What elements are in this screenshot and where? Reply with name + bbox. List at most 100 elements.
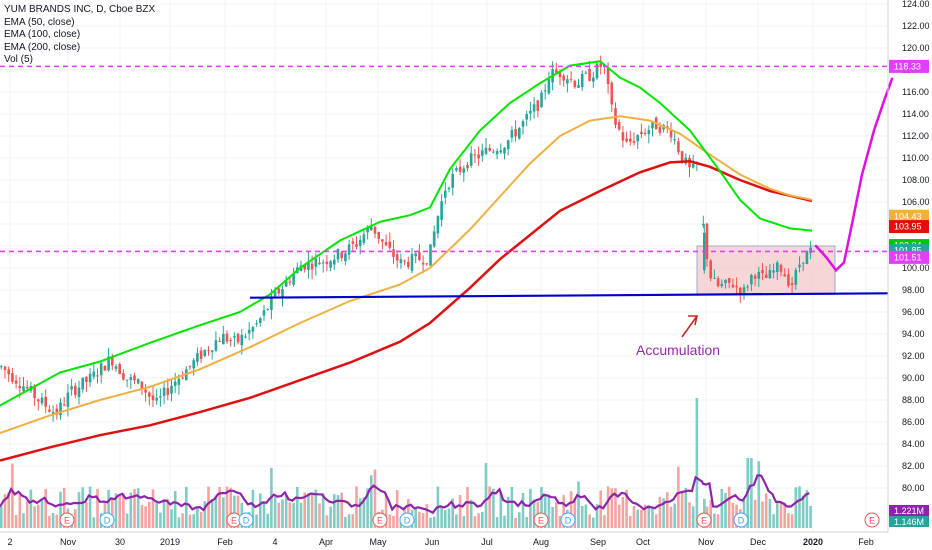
candle-body [772, 270, 775, 273]
volume-bar [170, 509, 173, 528]
volume-bar [647, 504, 651, 528]
candle-body [262, 310, 266, 316]
volume-bar [673, 503, 676, 528]
volume-bar [621, 496, 625, 528]
volume-bar [684, 487, 688, 528]
candle-body [55, 408, 59, 415]
volume-bar [0, 506, 3, 528]
volume-bar [48, 515, 51, 528]
y-tick-label: 120.00 [902, 43, 930, 53]
volume-bar [358, 498, 362, 528]
volume-bar [440, 506, 443, 528]
volume-bar [62, 487, 66, 528]
candle-body [436, 216, 440, 234]
candle-body [88, 373, 92, 383]
candle-body [362, 234, 366, 243]
candle-body [592, 77, 595, 82]
volume-bar [414, 507, 417, 528]
volume-bar [580, 506, 584, 528]
candle-body [484, 147, 488, 154]
volume-label-text: 1.221M [894, 506, 924, 516]
volume-bar [22, 513, 25, 528]
volume-bar [750, 458, 753, 528]
candle-body [218, 340, 221, 342]
candle-body [340, 252, 343, 259]
candle-body [395, 254, 399, 261]
marker-label: E [377, 516, 383, 526]
volume-bar [199, 512, 203, 528]
y-tick-label: 100.00 [902, 263, 930, 273]
volume-bar [207, 486, 210, 528]
candle-body [48, 409, 51, 412]
volume-bar [159, 512, 162, 528]
volume-bar [185, 486, 188, 528]
candle-body [381, 239, 384, 242]
volume-bar [133, 488, 136, 528]
volume-bar [532, 499, 536, 528]
candle-body [92, 371, 96, 377]
y-tick-label: 122.00 [902, 21, 930, 31]
legend-ema50[interactable]: EMA (50, close) [4, 16, 75, 28]
volume-bar [388, 514, 392, 528]
x-tick-label: Nov [698, 537, 715, 547]
volume-bar [281, 499, 284, 528]
volume-bar [603, 515, 606, 528]
annotation-arrow-head [688, 315, 698, 326]
candle-body [292, 273, 295, 285]
volume-bar [432, 516, 436, 528]
marker-label: D [565, 516, 572, 526]
candle-body [764, 274, 768, 279]
candle-body [569, 78, 573, 80]
volume-bar [540, 486, 543, 528]
legend-ema200[interactable]: EMA (200, close) [4, 41, 81, 53]
volume-bar [753, 499, 757, 528]
candle-body [66, 392, 70, 407]
volume-bar [233, 495, 236, 528]
volume-bar [658, 496, 662, 528]
ema-layer [0, 60, 813, 462]
volume-bar [669, 506, 673, 528]
support-line [249, 292, 889, 299]
candle-body [59, 402, 62, 416]
candle-body [727, 278, 731, 283]
volume-bar [462, 516, 466, 528]
volume-bar [37, 504, 40, 528]
candle-body [247, 329, 251, 334]
volume-bar [33, 506, 36, 528]
candle-body [281, 288, 284, 297]
volume-bar [262, 502, 266, 528]
candle-body [805, 251, 809, 265]
volume-bar [551, 506, 554, 528]
indicator-legend: YUM BRANDS INC, D, Cboe BZX EMA (50, clo… [4, 4, 155, 67]
volume-bar [469, 499, 473, 528]
volume-bar [125, 513, 129, 528]
x-tick-label: Apr [319, 537, 333, 547]
candle-body [85, 376, 88, 383]
volume-bar [96, 488, 99, 528]
volume-bar [166, 499, 170, 528]
y-tick-label: 96.00 [902, 307, 925, 317]
volume-bar [88, 486, 92, 528]
price-label-tag [889, 220, 929, 234]
volume-bar [329, 506, 332, 528]
legend-symbol[interactable]: YUM BRANDS INC, D, Cboe BZX [4, 4, 156, 15]
candle-body [273, 291, 277, 297]
candle-body [432, 231, 436, 247]
candle-body [22, 386, 25, 392]
volume-bar [761, 501, 764, 528]
volume-bar [181, 513, 184, 528]
candle-body [403, 260, 406, 262]
legend-ema100[interactable]: EMA (100, close) [4, 29, 81, 40]
candle-body [716, 278, 720, 287]
candle-body [735, 285, 738, 288]
volume-bar [731, 502, 735, 528]
legend-volume[interactable]: Vol (5) [4, 54, 33, 65]
candle-body [757, 271, 761, 279]
candle-body [492, 151, 495, 153]
earnings-marker [864, 512, 880, 528]
price-label-text: 101.85 [894, 246, 922, 256]
candle-body [344, 253, 347, 262]
